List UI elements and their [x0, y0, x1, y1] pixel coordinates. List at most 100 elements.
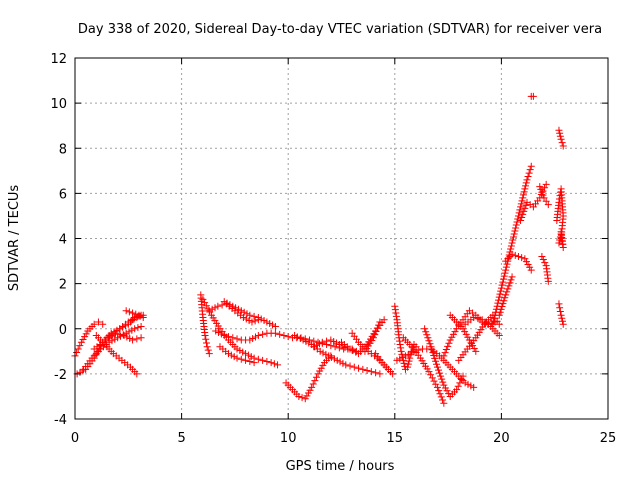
data-point-interp [507, 276, 515, 284]
data-point [555, 198, 563, 206]
data-point-interp [109, 331, 117, 339]
data-point-interp [396, 337, 404, 345]
data-point-interp [467, 382, 475, 390]
data-point-interp [503, 260, 511, 268]
data-point-interp [431, 354, 439, 362]
data-point-interp [215, 329, 223, 337]
data-point-interp [352, 348, 360, 356]
data-point [404, 363, 412, 371]
data-point [308, 383, 316, 391]
data-point-interp [474, 315, 482, 323]
data-point [129, 309, 137, 317]
data-point-interp [556, 307, 564, 315]
data-point [246, 311, 254, 319]
data-point [472, 347, 480, 355]
data-point-interp [240, 308, 248, 316]
data-point-interp [392, 309, 400, 317]
data-point-interp [505, 251, 513, 259]
data-point-interp [404, 360, 412, 368]
data-point-interp [398, 350, 406, 358]
data-point [470, 313, 478, 321]
data-point-interp [372, 369, 380, 377]
data-point-interp [495, 293, 503, 301]
data-point [254, 313, 262, 321]
data-point-interp [311, 377, 319, 385]
data-point-interp [250, 312, 258, 320]
data-point-interp [522, 179, 530, 187]
data-point-interp [246, 357, 254, 365]
data-point-interp [349, 347, 357, 355]
data-point-interp [227, 351, 235, 359]
data-point-interp [539, 256, 547, 264]
data-point-interp [339, 359, 347, 367]
series-track-05 [90, 311, 147, 353]
series-track-10 [205, 300, 262, 326]
series-track-25 [446, 311, 480, 355]
data-point [280, 332, 288, 340]
data-point-interp [392, 312, 400, 320]
y-tick-label: 6 [59, 187, 67, 202]
data-point-interp [514, 215, 522, 223]
data-point [559, 320, 567, 328]
tick-labels: 0 5 10 15 20 25 -4 -2 0 2 4 6 8 10 12 [50, 52, 616, 446]
data-point-interp [309, 380, 317, 388]
x-tick-label: 10 [280, 431, 297, 446]
data-point [555, 126, 563, 134]
data-point-interp [133, 335, 141, 343]
data-point-interp [517, 203, 525, 211]
data-point [120, 332, 128, 340]
data-point [538, 253, 546, 261]
data-point-interp [525, 169, 533, 177]
data-point [248, 318, 256, 326]
x-tick-label: 15 [387, 431, 404, 446]
data-point-interp [506, 279, 514, 287]
data-point-interp [204, 346, 212, 354]
data-point-interp [315, 340, 323, 348]
data-point-interp [520, 188, 528, 196]
data-point-interp [423, 331, 431, 339]
series-track-37 [555, 228, 567, 252]
data-point-interp [305, 339, 313, 347]
data-point [514, 212, 522, 220]
data-point-interp [435, 366, 443, 374]
data-point-interp [505, 254, 513, 262]
data-point-interp [520, 207, 528, 215]
data-point-interp [464, 380, 472, 388]
x-tick-label: 5 [177, 431, 185, 446]
data-point-interp [230, 353, 238, 361]
data-point [112, 329, 120, 337]
data-point [139, 313, 147, 321]
data-point [399, 356, 407, 364]
data-point-interp [518, 197, 526, 205]
data-point [212, 327, 220, 335]
data-point-interp [125, 328, 133, 336]
data-point-interp [251, 317, 259, 325]
data-point [122, 307, 130, 315]
data-point-interp [312, 373, 320, 381]
data-markers [71, 92, 567, 407]
data-point [267, 359, 275, 367]
data-point-interp [519, 191, 527, 199]
data-point [103, 334, 111, 342]
data-point [291, 332, 299, 340]
data-point-interp [126, 335, 134, 343]
data-point [401, 352, 409, 360]
data-point [433, 383, 441, 391]
grid-lines [75, 58, 608, 419]
series-track-19 [372, 350, 397, 378]
y-tick-label: 4 [59, 233, 67, 248]
data-point [263, 318, 271, 326]
data-point-interp [501, 294, 509, 302]
data-point-interp [518, 254, 526, 262]
data-point-interp [132, 310, 140, 318]
data-point [131, 325, 139, 333]
data-point [137, 322, 145, 330]
data-point-interp [236, 347, 244, 355]
data-point-interp [397, 344, 405, 352]
data-point [205, 307, 213, 315]
data-point-interp [441, 349, 449, 357]
data-point-interp [422, 328, 430, 336]
data-point-interp [427, 371, 435, 379]
data-point [99, 320, 107, 328]
series-track-27 [461, 313, 503, 340]
